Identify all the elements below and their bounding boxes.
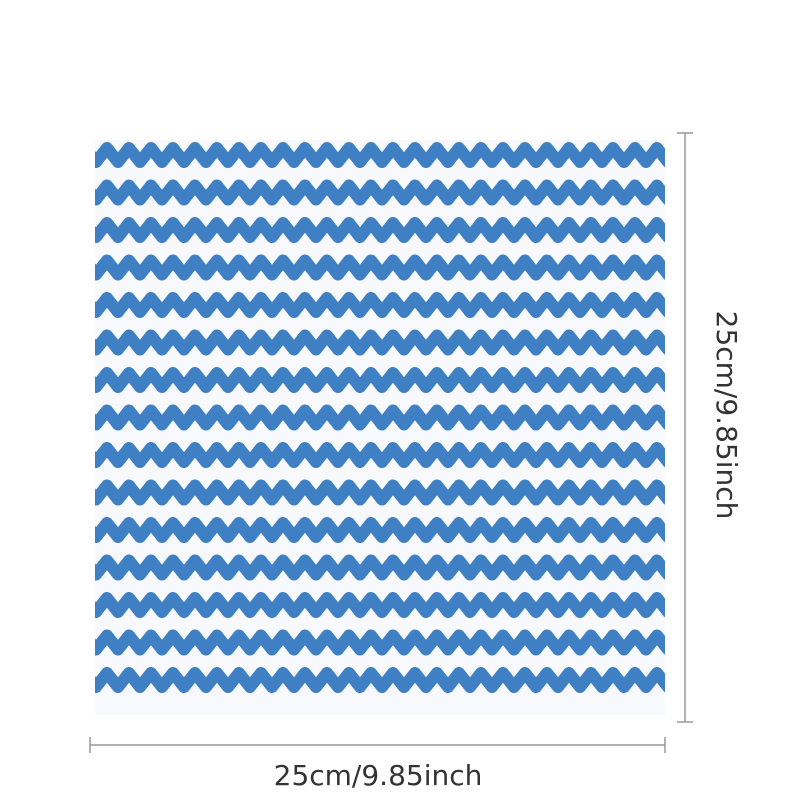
stripe — [95, 254, 665, 281]
stripe — [95, 554, 665, 581]
height-label: 25cm/9.85inch — [710, 311, 743, 520]
stripe — [95, 292, 665, 318]
stripe — [95, 142, 665, 168]
stripe — [95, 404, 665, 431]
stripe — [95, 179, 665, 206]
stripe — [95, 517, 665, 543]
width-dimension-line — [89, 737, 666, 753]
stripe — [95, 442, 665, 468]
stripe — [95, 592, 665, 618]
stripe — [95, 667, 665, 693]
cloth-stripes — [95, 142, 665, 693]
height-dimension-line — [677, 132, 693, 723]
width-label: 25cm/9.85inch — [274, 759, 483, 792]
stripe — [95, 629, 665, 656]
stripe — [95, 329, 665, 356]
stripe — [95, 217, 665, 243]
stripe — [95, 479, 665, 506]
stripe — [95, 367, 665, 393]
